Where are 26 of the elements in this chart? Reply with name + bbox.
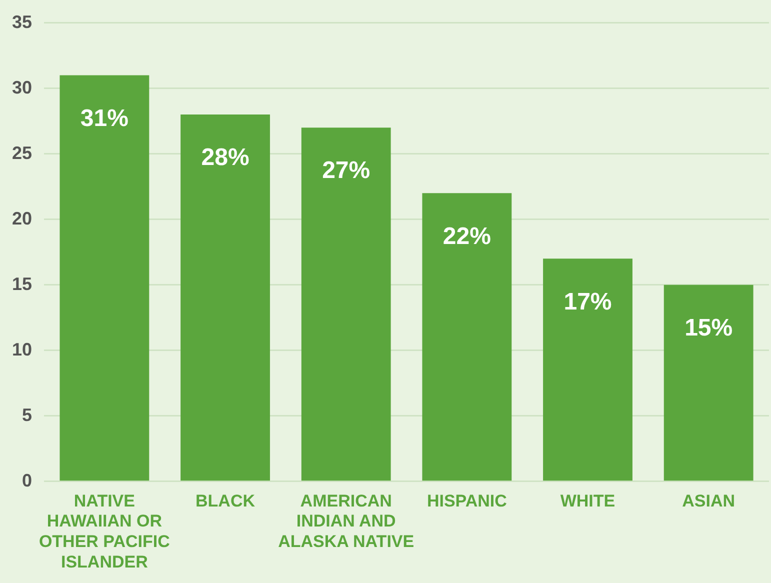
x-tick-label: WHITE bbox=[560, 491, 616, 510]
x-tick-label: AMERICAN INDIAN AND ALASKA NATIVE bbox=[278, 491, 414, 552]
data-label: 27% bbox=[322, 157, 370, 184]
x-tick-label: ASIAN bbox=[682, 491, 736, 510]
bar bbox=[422, 193, 512, 481]
bar bbox=[60, 75, 150, 481]
data-label: 22% bbox=[442, 222, 491, 250]
y-tick-label: 10 bbox=[12, 339, 32, 360]
y-tick-label: 5 bbox=[22, 404, 32, 425]
y-tick-label: 0 bbox=[22, 470, 32, 490]
y-tick-label: 15 bbox=[12, 274, 32, 294]
data-label: 28% bbox=[201, 144, 250, 172]
y-tick-label: 25 bbox=[12, 142, 32, 163]
bar bbox=[664, 284, 754, 481]
bar bbox=[543, 258, 632, 481]
x-tick-label: HISPANIC bbox=[426, 491, 507, 510]
x-tick-label: BLACK bbox=[196, 491, 256, 510]
y-tick-label: 30 bbox=[12, 77, 32, 98]
data-label: 15% bbox=[684, 314, 733, 342]
y-tick-label: 20 bbox=[12, 208, 32, 228]
data-label: 17% bbox=[564, 288, 612, 316]
bar bbox=[301, 128, 391, 481]
x-tick-label: NATIVE HAWAIIAN OR OTHER PACIFIC ISLANDER bbox=[38, 491, 170, 572]
bar bbox=[180, 114, 270, 481]
y-tick-label: 35 bbox=[12, 12, 32, 32]
data-label: 31% bbox=[80, 104, 128, 132]
